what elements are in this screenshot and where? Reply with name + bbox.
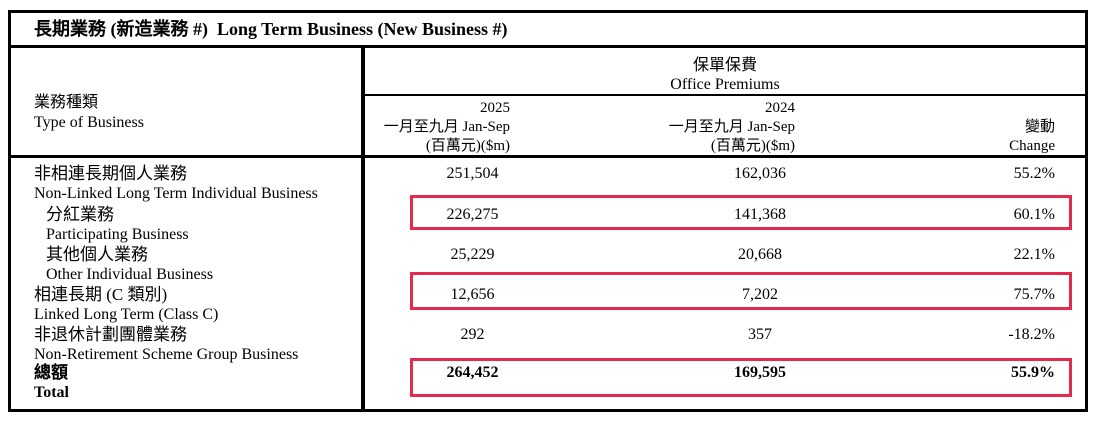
value-2025: 226,275: [446, 206, 499, 223]
row-label-zh: 分紅業務: [46, 205, 114, 224]
value-2025: 251,504: [446, 165, 499, 182]
office-premiums-header: 保單保費 Office Premiums: [365, 48, 1085, 96]
column-headers: 2025 一月至九月 Jan-Sep (百萬元)($m) 2024 一月至九月 …: [365, 96, 1085, 155]
row-label-zh: 總額: [34, 363, 68, 382]
period-2025: 一月至九月 Jan-Sep: [383, 119, 510, 135]
unit-2024: (百萬元)($m): [710, 138, 795, 154]
table-row-total: 總額 Total 264,452 169,595 55.9%: [11, 361, 1085, 409]
value-change: 55.2%: [1013, 165, 1055, 182]
value-change: 75.7%: [1013, 286, 1055, 303]
period-2024: 一月至九月 Jan-Sep: [668, 119, 795, 135]
row-label-en: Linked Long Term (Class C): [34, 306, 219, 323]
year-2024: 2024: [765, 100, 795, 116]
value-change: -18.2%: [1008, 326, 1055, 343]
long-term-business-table: 長期業務 (新造業務 #) Long Term Business (New Bu…: [8, 10, 1088, 412]
type-of-business-en: Type of Business: [34, 114, 144, 131]
unit-2025: (百萬元)($m): [425, 138, 510, 154]
value-2024: 7,202: [742, 286, 778, 303]
value-change: 60.1%: [1013, 206, 1055, 223]
value-change: 22.1%: [1013, 246, 1055, 263]
row-label-zh: 相連長期 (C 類別): [34, 285, 168, 304]
value-2025: 292: [460, 326, 485, 343]
value-change: 55.9%: [1011, 364, 1055, 381]
value-2024: 357: [748, 326, 772, 343]
premiums-header-area: 保單保費 Office Premiums 2025 一月至九月 Jan-Sep …: [365, 48, 1085, 155]
change-zh: 變動: [1024, 119, 1055, 135]
column-header-change: 變動 Change: [1009, 118, 1055, 156]
value-2024: 141,368: [734, 206, 786, 223]
type-of-business-zh: 業務種類: [34, 94, 99, 111]
office-premiums-zh: 保單保費: [692, 57, 757, 74]
table-header: 業務種類 Type of Business 保單保費 Office Premiu…: [11, 48, 1085, 158]
year-2025: 2025: [480, 100, 510, 116]
row-label-en: Participating Business: [46, 226, 189, 243]
value-2024: 20,668: [738, 246, 782, 263]
value-2024: 169,595: [734, 364, 786, 381]
column-header-2025: 2025 一月至九月 Jan-Sep (百萬元)($m): [384, 99, 510, 156]
office-premiums-en: Office Premiums: [670, 76, 780, 93]
row-label-zh: 非相連長期個人業務: [34, 164, 187, 183]
row-label-en: Other Individual Business: [46, 266, 214, 283]
value-2024: 162,036: [734, 165, 786, 182]
row-label-zh: 其他個人業務: [46, 245, 148, 264]
row-label-en: Total: [34, 384, 69, 401]
table-row-linked-class-c: 相連長期 (C 類別) Linked Long Term (Class C) 1…: [11, 283, 1085, 323]
type-of-business-header: 業務種類 Type of Business: [34, 93, 144, 133]
column-header-2024: 2024 一月至九月 Jan-Sep (百萬元)($m): [669, 99, 795, 156]
row-label-en: Non-Linked Long Term Individual Business: [34, 185, 318, 202]
table-row-non-retirement-group: 非退休計劃團體業務 Non-Retirement Scheme Group Bu…: [11, 323, 1085, 363]
value-2025: 264,452: [446, 364, 499, 381]
row-label-en: Non-Retirement Scheme Group Business: [34, 346, 299, 363]
table-row-participating: 分紅業務 Participating Business 226,275 141,…: [11, 203, 1085, 243]
column-divider: [361, 48, 365, 409]
table-body: 非相連長期個人業務 Non-Linked Long Term Individua…: [11, 158, 1085, 409]
row-label-zh: 非退休計劃團體業務: [34, 325, 187, 344]
table-row-non-linked: 非相連長期個人業務 Non-Linked Long Term Individua…: [11, 158, 1085, 203]
value-2025: 25,229: [450, 246, 495, 263]
table-title: 長期業務 (新造業務 #) Long Term Business (New Bu…: [11, 13, 1085, 48]
table-row-other-individual: 其他個人業務 Other Individual Business 25,229 …: [11, 243, 1085, 283]
value-2025: 12,656: [450, 286, 495, 303]
change-en: Change: [1009, 138, 1055, 154]
